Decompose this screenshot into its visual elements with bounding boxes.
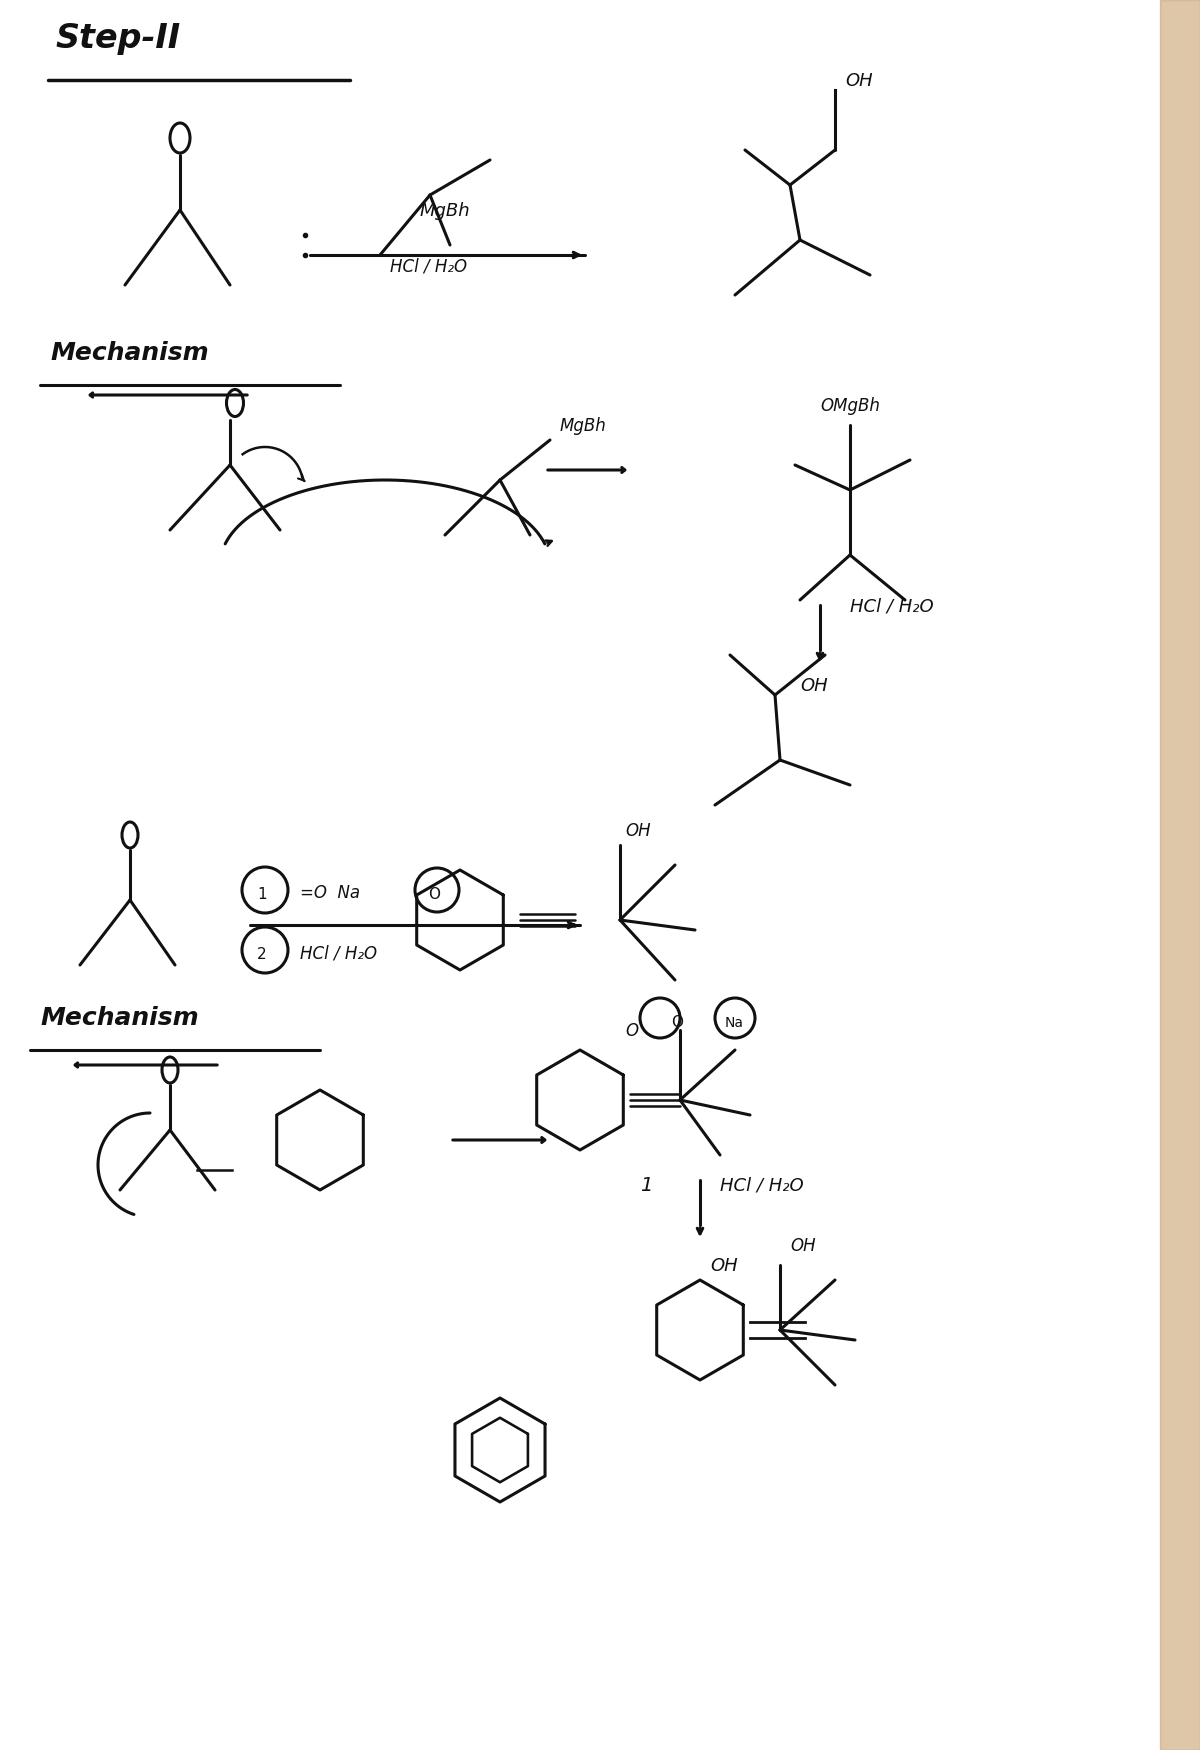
Text: OH: OH bbox=[710, 1256, 738, 1276]
Text: HCl / H₂O: HCl / H₂O bbox=[720, 1178, 804, 1195]
Text: OH: OH bbox=[800, 677, 828, 695]
Text: OH: OH bbox=[790, 1237, 816, 1255]
Text: 2: 2 bbox=[257, 947, 266, 963]
Text: OH: OH bbox=[625, 822, 650, 840]
Text: MgBh: MgBh bbox=[560, 416, 607, 436]
Text: OMgBh: OMgBh bbox=[820, 397, 880, 415]
Text: Mechanism: Mechanism bbox=[50, 341, 209, 366]
Bar bbox=[1160, 0, 1200, 1750]
Text: HCl / H₂O: HCl / H₂O bbox=[300, 943, 377, 963]
Text: O: O bbox=[671, 1015, 683, 1031]
Text: MgBh: MgBh bbox=[420, 201, 470, 220]
Text: Step-II: Step-II bbox=[55, 23, 180, 54]
Text: HCl / H₂O: HCl / H₂O bbox=[390, 257, 467, 275]
Text: OH: OH bbox=[845, 72, 872, 89]
Text: 1: 1 bbox=[640, 1176, 653, 1195]
Text: Na: Na bbox=[725, 1017, 744, 1031]
Text: =O  Na: =O Na bbox=[300, 884, 360, 901]
Text: Mechanism: Mechanism bbox=[40, 1006, 199, 1031]
Text: 1: 1 bbox=[257, 887, 266, 901]
Text: O: O bbox=[428, 887, 440, 901]
Text: HCl / H₂O: HCl / H₂O bbox=[850, 597, 934, 614]
Text: O: O bbox=[625, 1022, 638, 1040]
